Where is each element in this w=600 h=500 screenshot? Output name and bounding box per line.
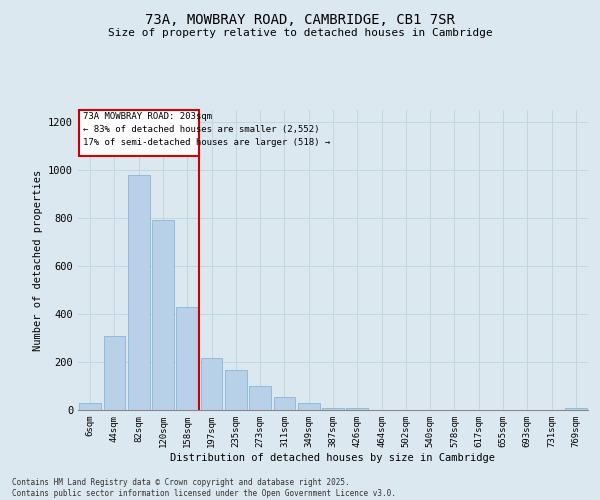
Bar — [225, 370, 247, 410]
Bar — [104, 336, 125, 410]
Bar — [200, 358, 223, 410]
Bar — [128, 175, 149, 410]
Text: 73A, MOWBRAY ROAD, CAMBRIDGE, CB1 7SR: 73A, MOWBRAY ROAD, CAMBRIDGE, CB1 7SR — [145, 12, 455, 26]
Bar — [249, 386, 271, 410]
Bar — [346, 408, 368, 410]
X-axis label: Distribution of detached houses by size in Cambridge: Distribution of detached houses by size … — [170, 452, 496, 462]
Bar — [79, 404, 101, 410]
Bar — [176, 307, 198, 410]
Y-axis label: Number of detached properties: Number of detached properties — [32, 170, 43, 350]
Bar — [274, 397, 295, 410]
Text: Size of property relative to detached houses in Cambridge: Size of property relative to detached ho… — [107, 28, 493, 38]
Text: 73A MOWBRAY ROAD: 203sqm
← 83% of detached houses are smaller (2,552)
17% of sem: 73A MOWBRAY ROAD: 203sqm ← 83% of detach… — [83, 112, 330, 148]
Bar — [565, 408, 587, 410]
Bar — [152, 220, 174, 410]
Bar — [322, 408, 344, 410]
Bar — [298, 404, 320, 410]
Text: Contains HM Land Registry data © Crown copyright and database right 2025.
Contai: Contains HM Land Registry data © Crown c… — [12, 478, 396, 498]
Bar — [79, 110, 199, 156]
